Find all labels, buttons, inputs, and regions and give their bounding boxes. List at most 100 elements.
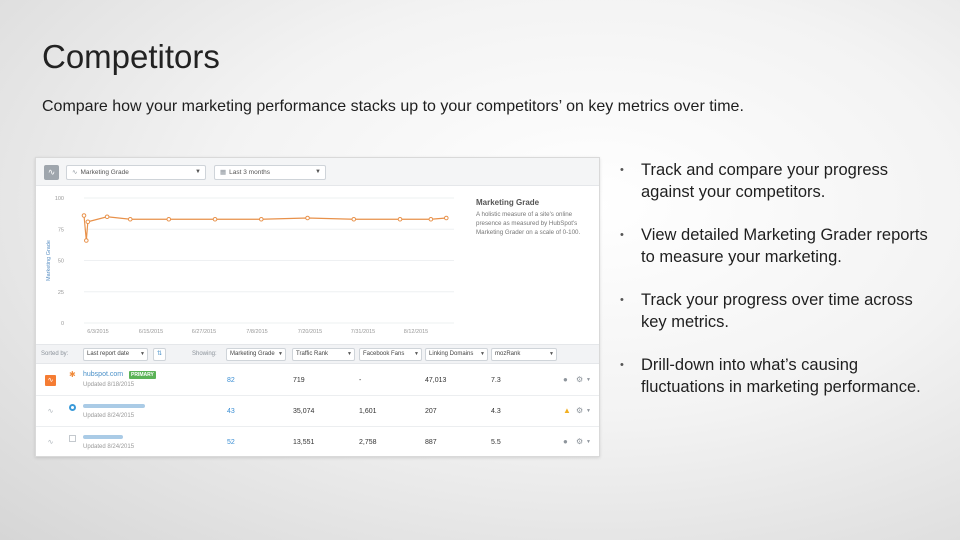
- moz-value: 7.3: [491, 377, 501, 384]
- chevron-down-icon: ▼: [278, 351, 283, 357]
- series-line: [83, 215, 447, 241]
- chevron-down-icon[interactable]: ▼: [586, 439, 591, 445]
- data-point: [85, 219, 91, 225]
- column-select-value: Marketing Grade: [230, 351, 275, 357]
- x-tick-label: 7/8/2015: [246, 329, 267, 335]
- moz-value: 4.3: [491, 408, 501, 415]
- data-point: [84, 238, 89, 243]
- table-row[interactable]: ∿ Updated 8/24/2015 52 13,551 2,758 887 …: [36, 427, 599, 456]
- bullet-item: • Track your progress over time across ke…: [618, 290, 938, 333]
- data-point: [166, 216, 172, 222]
- graph-toggle-icon[interactable]: ∿: [47, 439, 54, 446]
- data-point: [428, 216, 434, 222]
- chevron-down-icon: ▼: [140, 351, 145, 357]
- y-tick-label: 75: [58, 227, 64, 233]
- chart-type-icon[interactable]: ∿: [44, 165, 59, 180]
- bullet-icon: •: [620, 229, 624, 241]
- competitor-table: ∿ ✱ hubspot.com PRIMARY Updated 8/18/201…: [36, 365, 599, 456]
- graph-toggle-icon[interactable]: ∿: [45, 375, 56, 386]
- bullet-icon: •: [620, 359, 624, 371]
- grade-value[interactable]: 52: [227, 439, 235, 446]
- table-filterbar: Sorted by: Last report date ▼ ⇅ Showing: …: [36, 344, 599, 364]
- bullet-icon: •: [620, 294, 624, 306]
- metric-select[interactable]: ∿ Marketing Grade ▼: [66, 165, 206, 180]
- traffic-value: 13,551: [293, 439, 315, 446]
- x-tick-label: 7/31/2015: [351, 329, 375, 335]
- column-select-4[interactable]: Linking Domains ▼: [425, 348, 488, 361]
- chevron-down-icon: ▼: [315, 169, 321, 175]
- gear-icon[interactable]: ⚙: [576, 406, 584, 415]
- sort-order-toggle[interactable]: ⇅: [153, 348, 166, 361]
- chevron-down-icon: ▼: [414, 351, 419, 357]
- chevron-down-icon: ▼: [549, 351, 554, 357]
- x-tick-label: 7/20/2015: [298, 329, 322, 335]
- info-icon[interactable]: ●: [563, 437, 568, 446]
- chevron-down-icon: ▼: [195, 169, 201, 175]
- fans-value: 2,758: [359, 439, 377, 446]
- column-select-value: Linking Domains: [429, 351, 474, 357]
- chevron-down-icon: ▼: [347, 351, 352, 357]
- table-row[interactable]: ∿ Updated 8/24/2015 43 35,074 1,601 207 …: [36, 396, 599, 427]
- domains-value: 47,013: [425, 377, 447, 384]
- bullet-icon: •: [620, 164, 624, 176]
- moz-value: 5.5: [491, 439, 501, 446]
- y-tick-label: 50: [58, 259, 64, 265]
- column-select-5[interactable]: mozRank ▼: [491, 348, 557, 361]
- column-select-2[interactable]: Traffic Rank ▼: [292, 348, 355, 361]
- bullet-text: Track and compare your progress against …: [641, 161, 888, 201]
- column-select-value: Traffic Rank: [296, 351, 329, 357]
- redacted-site-name: [83, 404, 145, 408]
- range-select[interactable]: ▦ Last 3 months ▼: [214, 165, 326, 180]
- column-select-3[interactable]: Facebook Fans ▼: [359, 348, 422, 361]
- bullet-text: Track your progress over time across key…: [641, 291, 913, 331]
- slide-subtitle: Compare how your marketing performance s…: [42, 98, 744, 115]
- gear-icon[interactable]: ⚙: [576, 375, 584, 384]
- sort-label: Sorted by:: [41, 351, 69, 357]
- fans-value: 1,601: [359, 408, 377, 415]
- fans-value: -: [359, 377, 362, 384]
- warning-icon[interactable]: ▲: [563, 406, 571, 415]
- line-chart: 100 75 50 25 0 Marketing Grade 6/3/2015 6/15/20…: [36, 186, 476, 336]
- x-tick-label: 6/3/2015: [87, 329, 108, 335]
- grade-value[interactable]: 43: [227, 408, 235, 415]
- gear-icon[interactable]: ⚙: [576, 437, 584, 446]
- site-favicon-icon: [69, 404, 76, 411]
- data-point: [127, 216, 133, 222]
- range-select-value: Last 3 months: [229, 169, 270, 176]
- y-tick-label: 0: [61, 321, 64, 327]
- data-point: [81, 213, 87, 218]
- y-tick-label: 100: [55, 196, 64, 202]
- data-point: [104, 214, 110, 220]
- updated-date: Updated 8/24/2015: [83, 413, 135, 419]
- data-point: [351, 216, 357, 222]
- grade-value[interactable]: 82: [227, 377, 235, 384]
- info-icon[interactable]: ●: [563, 375, 568, 384]
- table-row[interactable]: ∿ ✱ hubspot.com PRIMARY Updated 8/18/201…: [36, 365, 599, 396]
- hubspot-sprocket-icon: ✱: [69, 370, 76, 379]
- bullet-text: View detailed Marketing Grader reports t…: [641, 226, 928, 266]
- bullet-item: • View detailed Marketing Grader reports …: [618, 225, 938, 268]
- updated-date: Updated 8/18/2015: [83, 382, 135, 388]
- sort-select[interactable]: Last report date ▼: [83, 348, 148, 361]
- domains-value: 887: [425, 439, 437, 446]
- x-tick-label: 6/15/2015: [139, 329, 163, 335]
- bullet-item: • Drill-down into what’s causing fluctuat…: [618, 355, 938, 398]
- column-select-1[interactable]: Marketing Grade ▼: [226, 348, 286, 361]
- column-select-value: mozRank: [495, 351, 521, 357]
- y-tick-label: 25: [58, 290, 64, 296]
- calendar-icon: ▦: [220, 169, 227, 176]
- x-tick-label: 8/12/2015: [404, 329, 428, 335]
- site-name[interactable]: hubspot.com: [83, 371, 124, 378]
- chevron-down-icon[interactable]: ▼: [586, 408, 591, 414]
- traffic-value: 719: [293, 377, 305, 384]
- graph-toggle-icon[interactable]: ∿: [47, 408, 54, 415]
- slide-title: Competitors: [42, 38, 220, 75]
- chevron-down-icon[interactable]: ▼: [586, 377, 591, 383]
- y-axis-label: Marketing Grade: [46, 240, 52, 281]
- pulse-icon: ∿: [72, 169, 78, 176]
- data-point: [212, 216, 218, 222]
- primary-badge: PRIMARY: [129, 371, 156, 379]
- domains-value: 207: [425, 408, 437, 415]
- metric-select-value: Marketing Grade: [80, 169, 129, 176]
- site-favicon-icon: [69, 435, 76, 442]
